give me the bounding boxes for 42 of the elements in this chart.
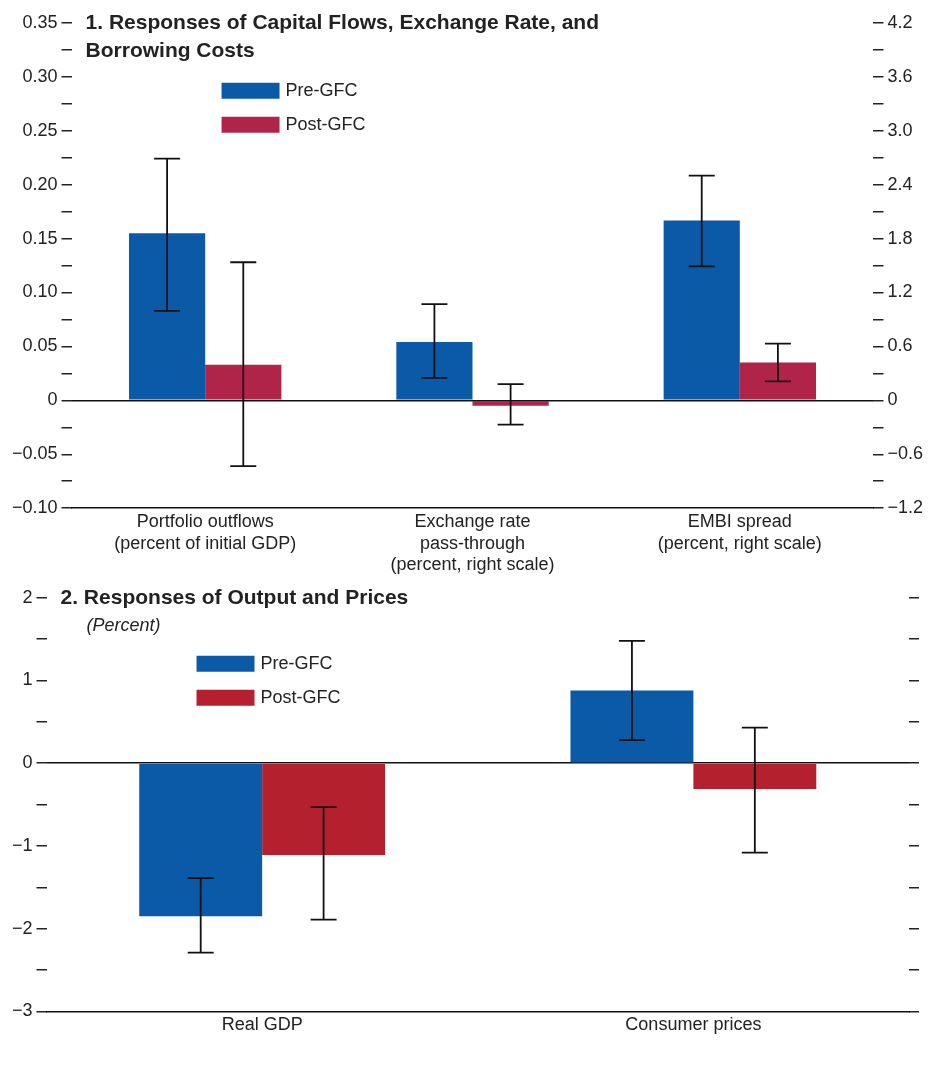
y2-tick-label: 3.0 (887, 119, 913, 140)
y2-tick-label: 0 (887, 389, 898, 410)
legend-label: Pre-GFC (260, 652, 333, 673)
y-tick-label: 0 (47, 389, 58, 410)
y-tick-label: 0.25 (22, 119, 58, 140)
bar (663, 220, 740, 400)
y-tick-label: 0 (22, 752, 33, 773)
bar (396, 341, 473, 400)
y2-tick-label: 3.6 (887, 65, 913, 86)
legend-label: Post-GFC (285, 113, 366, 134)
y-tick-label: 2 (22, 586, 33, 607)
y-tick-label: 0.20 (22, 173, 58, 194)
bar (739, 362, 816, 400)
legend-label: Post-GFC (260, 686, 341, 707)
y-tick-label: 0.05 (22, 335, 58, 356)
y-tick-label: 0.10 (22, 281, 58, 302)
y2-tick-label: −1.2 (887, 497, 924, 518)
y-tick-label: −2 (11, 917, 33, 938)
y-tick-label: 0.35 (22, 11, 58, 32)
y2-tick-label: 2.4 (887, 173, 913, 194)
text: (Percent) (86, 614, 161, 635)
y2-tick-label: 1.2 (887, 281, 913, 302)
y2-tick-label: 0.6 (887, 335, 913, 356)
x-tick-label: Portfolio outflows (percent of initial GDP) (114, 510, 297, 553)
chart-title: 1. Responses of Capital Flows, Exchange Rate, and Borrowing Costs (85, 9, 600, 61)
y-tick-label: −3 (11, 1000, 33, 1021)
y-tick-label: −0.10 (12, 497, 58, 518)
x-tick-label: Consumer prices (625, 1014, 762, 1035)
chart-title: 2. Responses of Output and Prices (60, 584, 409, 608)
y2-tick-label: −0.6 (887, 443, 924, 464)
y-tick-label: 1 (22, 669, 33, 690)
y-tick-label: 0.15 (22, 227, 58, 248)
y-tick-label: −0.05 (12, 443, 58, 464)
bar (472, 401, 549, 406)
x-tick-label: Real GDP (221, 1014, 303, 1035)
y-tick-label: −1 (11, 834, 33, 855)
y2-tick-label: 1.8 (887, 227, 913, 248)
x-tick-label: Exchange rate pass-through (percent, right scale) (390, 510, 555, 575)
y-tick-label: 0.30 (22, 65, 58, 86)
legend-label: Pre-GFC (285, 79, 358, 100)
y2-tick-label: 4.2 (887, 11, 913, 32)
x-tick-label: EMBI spread (percent, right scale) (657, 510, 822, 553)
